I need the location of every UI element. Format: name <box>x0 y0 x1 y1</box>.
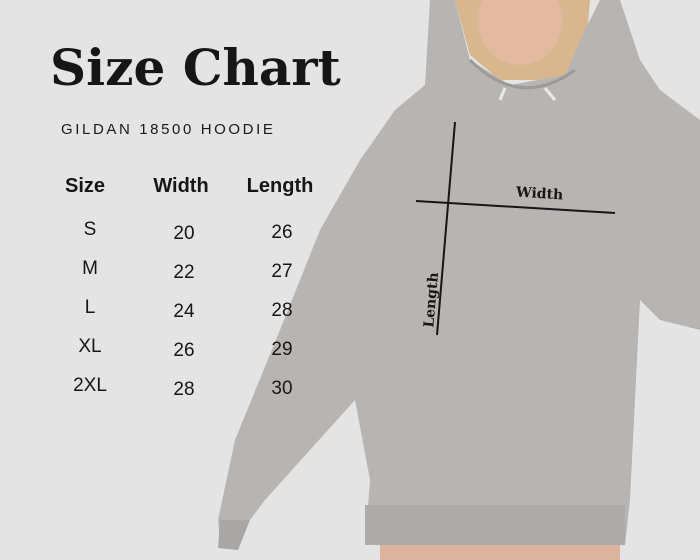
width-label: Width <box>515 184 564 204</box>
hood-edge <box>468 58 576 90</box>
width-cell: 26 <box>173 340 195 361</box>
hoodie-waistband <box>365 505 625 545</box>
size-cell: XL <box>78 336 102 357</box>
face <box>478 0 562 65</box>
product-subtitle: GILDAN 18500 HOODIE <box>61 121 276 138</box>
size-cell: 2XL <box>73 375 107 396</box>
header-width: Width <box>153 175 209 197</box>
sleeve-cuff <box>218 520 250 550</box>
width-cell: 20 <box>173 223 195 244</box>
length-cell: 29 <box>271 339 293 360</box>
header-size: Size <box>64 175 106 197</box>
width-cell: 28 <box>173 379 195 400</box>
size-cell: M <box>82 258 98 279</box>
length-cell: 26 <box>271 222 293 243</box>
drawstrings <box>498 87 557 101</box>
length-cell: 30 <box>271 378 293 399</box>
width-line <box>415 200 616 214</box>
length-cell: 27 <box>271 261 293 282</box>
width-cell: 22 <box>173 262 195 283</box>
width-cell: 24 <box>173 301 195 322</box>
hoodie <box>218 0 700 545</box>
header-length: Length <box>246 175 314 197</box>
length-cell: 28 <box>271 300 293 321</box>
size-cell: L <box>84 297 96 318</box>
length-line <box>436 121 456 336</box>
size-cell: S <box>83 219 97 240</box>
page-title: Size Chart <box>50 38 341 97</box>
